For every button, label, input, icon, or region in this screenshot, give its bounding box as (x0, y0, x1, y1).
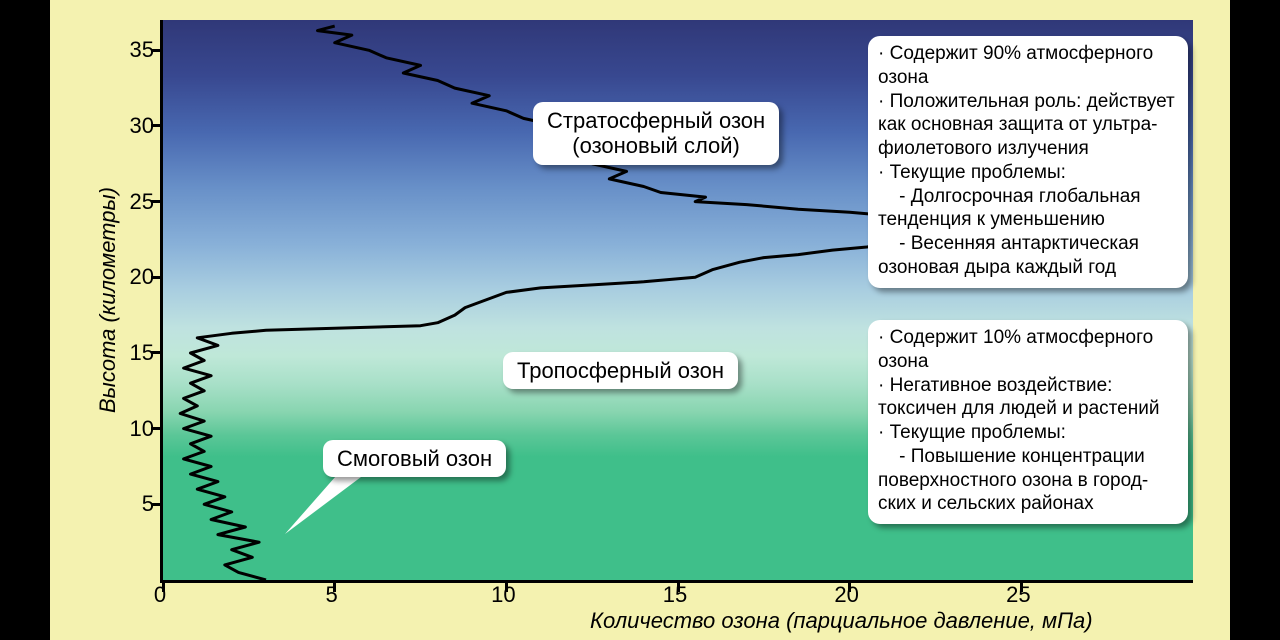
info-line: · Положительная роль: действует как осно… (878, 90, 1178, 161)
stratosphere-info-box: · Содержит 90% атмосферного озона· Полож… (868, 36, 1188, 288)
smog-text: Смоговый озон (337, 446, 492, 471)
y-tick-label: 25 (130, 189, 154, 215)
y-tick-label: 10 (130, 416, 154, 442)
outer-frame: Высота (километры) Стратосферный озон (о… (0, 0, 1280, 640)
info-line: - Весенняя антарктическая озоновая дыра … (878, 232, 1178, 280)
y-tick-label: 5 (142, 491, 154, 517)
tropospheric-text: Тропосферный озон (517, 358, 724, 383)
x-tick-label: 15 (663, 582, 687, 608)
y-tick-label: 15 (130, 340, 154, 366)
x-tick-label: 10 (491, 582, 515, 608)
info-line: - Долгосрочная глобальная тенденция к ум… (878, 185, 1178, 233)
info-line: - Повышение концентрации поверхностного … (878, 445, 1178, 516)
x-tick-label: 0 (154, 582, 166, 608)
plot-area: Стратосферный озон (озоновый слой) Тропо… (160, 20, 1193, 583)
info-line: · Содержит 10% атмосферного озона (878, 326, 1178, 374)
stratospheric-line2: (озоновый слой) (572, 133, 740, 158)
info-line: · Текущие проблемы: (878, 161, 1178, 185)
info-line: · Текущие проблемы: (878, 421, 1178, 445)
y-tick-label: 35 (130, 37, 154, 63)
x-axis-label: Количество озона (парциальное давление, … (590, 608, 1093, 634)
smog-ozone-callout: Смоговый озон (323, 440, 506, 477)
stratospheric-line1: Стратосферный озон (547, 108, 765, 133)
x-tick-label: 20 (834, 582, 858, 608)
info-line: · Содержит 90% атмосферного озона (878, 42, 1178, 90)
tropospheric-ozone-callout: Тропосферный озон (503, 352, 738, 389)
info-line: · Негативное воздействие: токсичен для л… (878, 374, 1178, 422)
stratospheric-ozone-callout: Стратосферный озон (озоновый слой) (533, 102, 779, 165)
page-background: Высота (километры) Стратосферный озон (о… (50, 0, 1230, 640)
troposphere-info-box: · Содержит 10% атмосферного озона· Негат… (868, 320, 1188, 524)
y-tick-label: 20 (130, 264, 154, 290)
x-tick-label: 5 (326, 582, 338, 608)
x-tick-label: 25 (1006, 582, 1030, 608)
y-tick-label: 30 (130, 113, 154, 139)
y-axis-label: Высота (километры) (95, 187, 121, 413)
